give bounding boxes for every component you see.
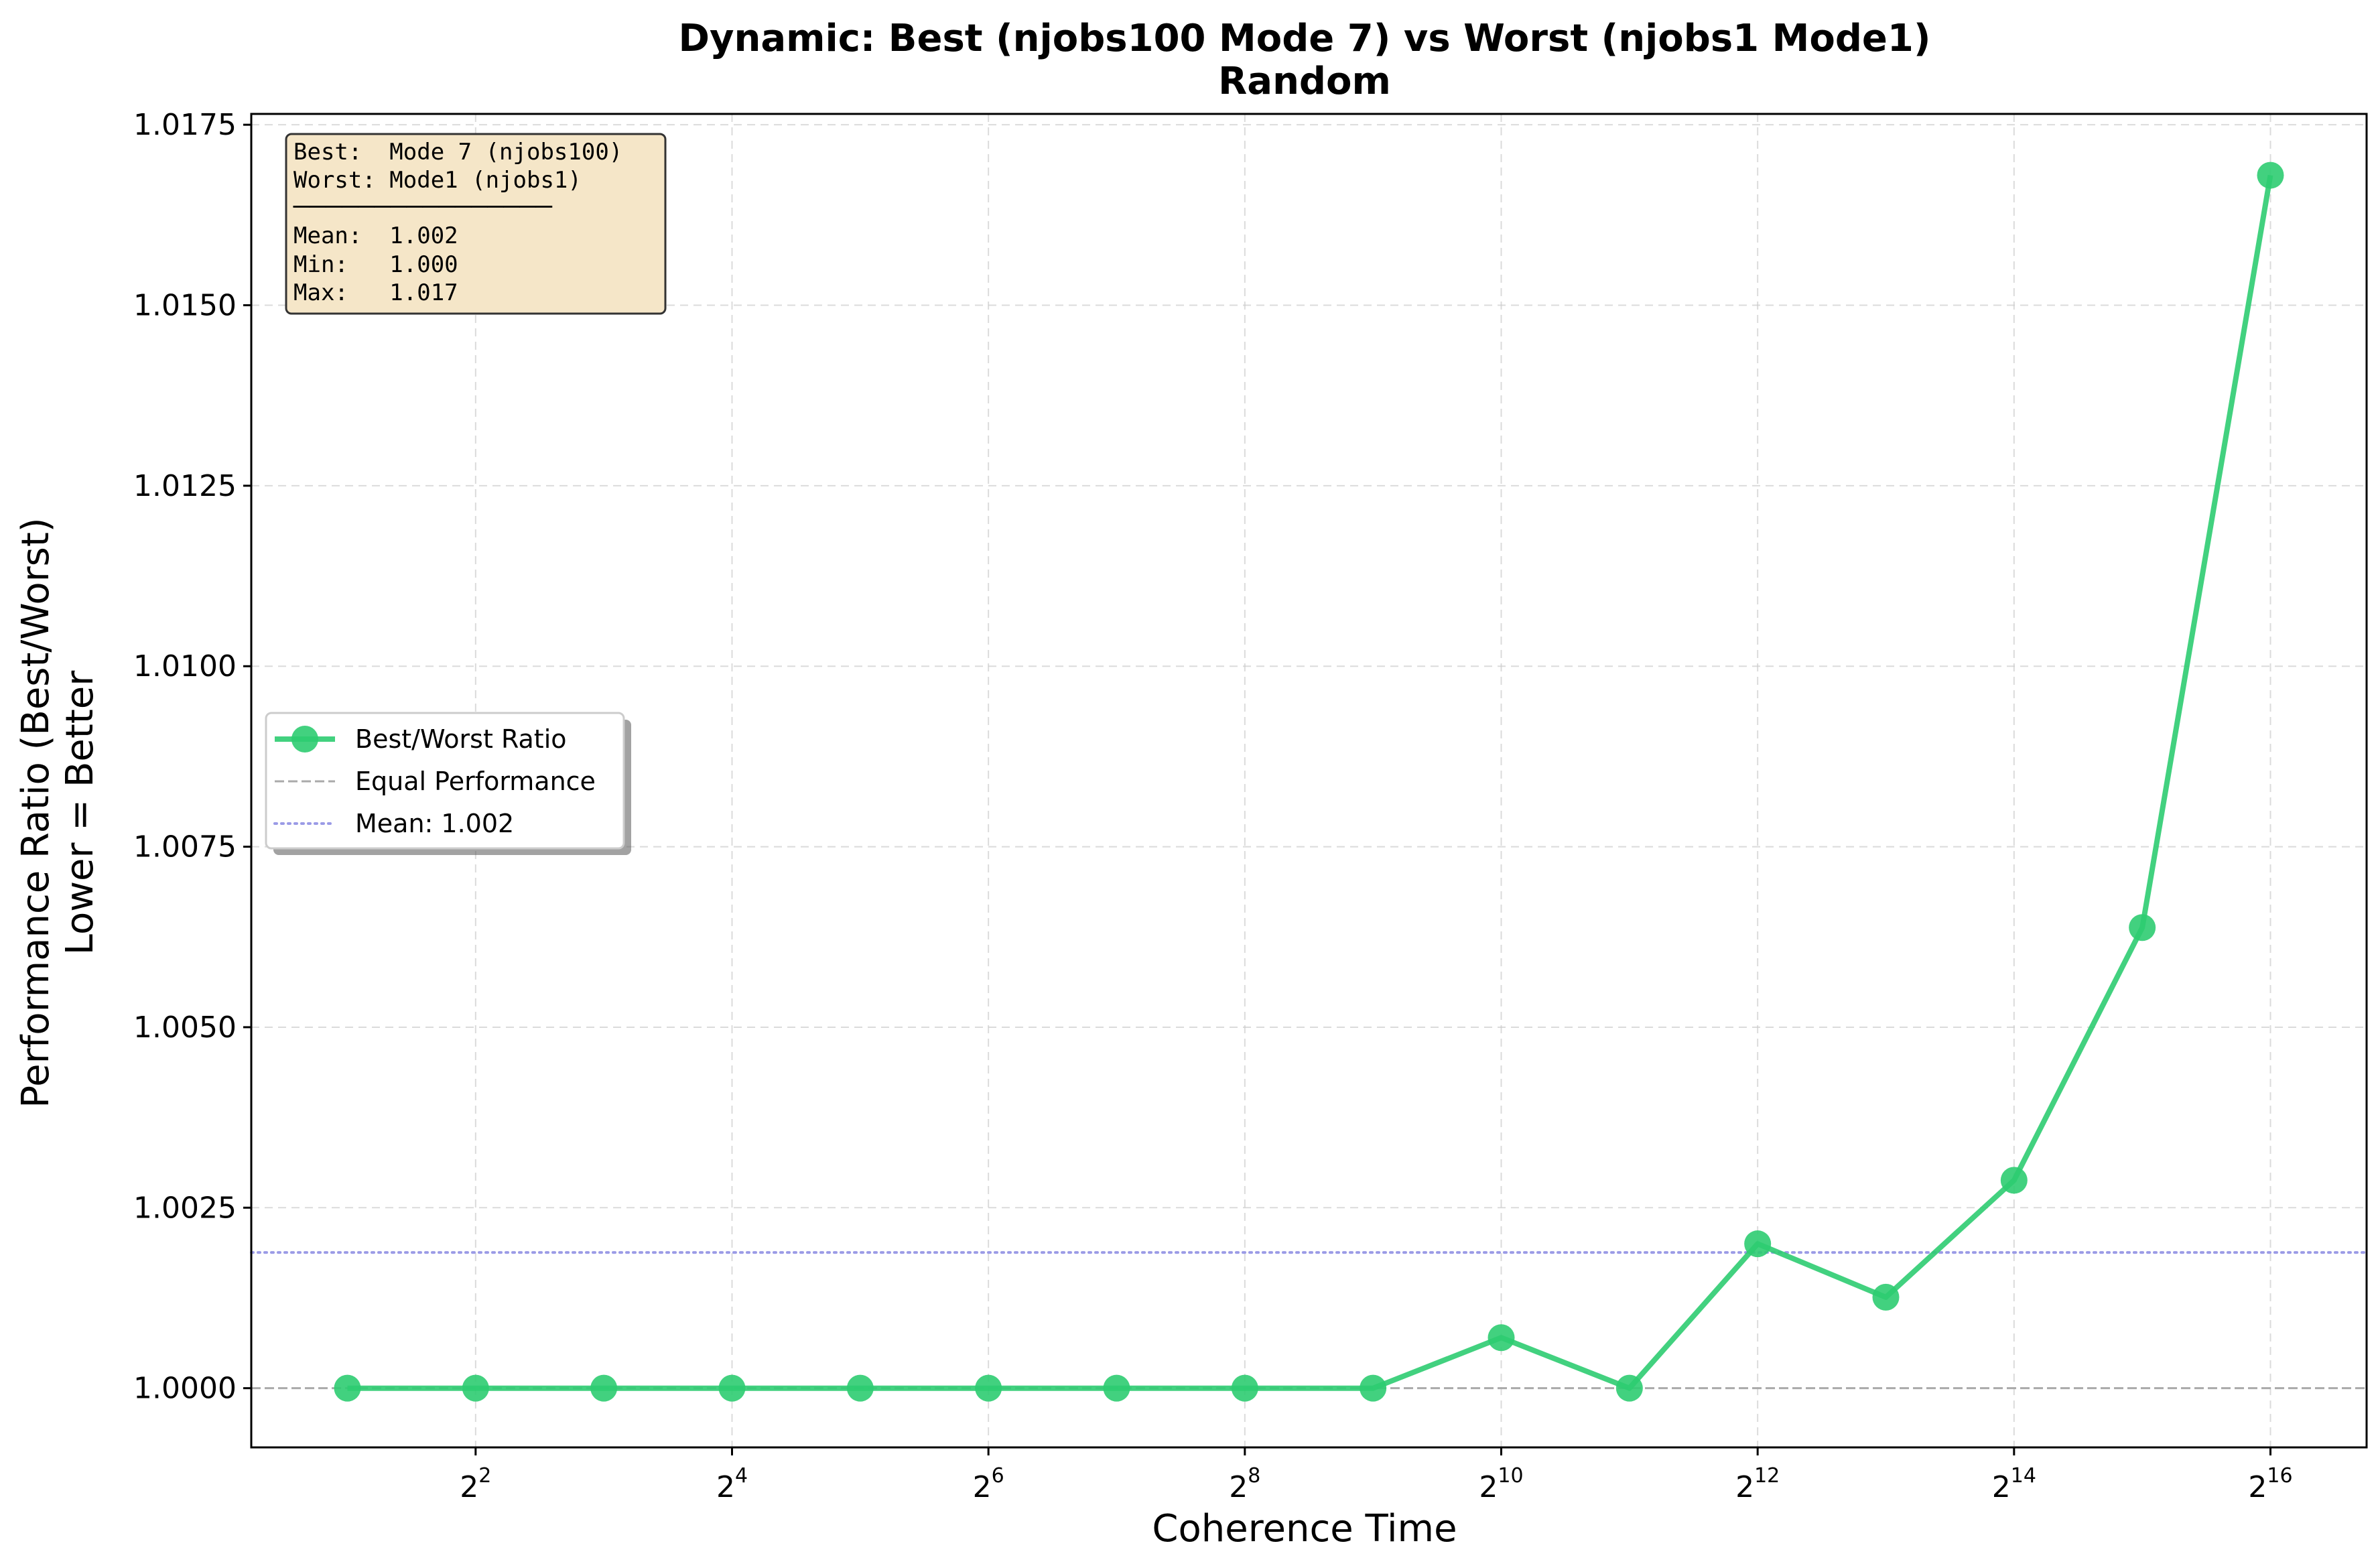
stats-mean-line: Mean: 1.002 [293,222,458,249]
x-tick-label: 22 [460,1464,491,1504]
y-tick-label: 1.0175 [133,108,237,142]
x-tick-label: 26 [973,1464,1004,1504]
data-point [1615,1374,1643,1402]
stats-max-line: Max: 1.017 [293,279,458,306]
stats-worst-line: Worst: Mode1 (njobs1) [293,167,582,194]
legend-marker-best-worst-ratio [291,726,318,753]
y-tick-label: 1.0150 [133,289,237,323]
series-points [334,161,2284,1402]
y-tick-label: 1.0125 [133,469,237,503]
y-tick-label: 1.0075 [133,830,237,864]
data-point [1872,1283,1900,1311]
data-point [2129,914,2156,941]
x-tick-label: 24 [716,1464,748,1504]
data-point [1488,1324,1515,1352]
x-axis-ticks: 22 24 26 28 210 212 214 216 [460,1447,2293,1504]
y-axis-label-subtitle: Lower = Better [58,670,102,956]
legend-label-equal-performance: Equal Performance [355,767,596,796]
data-point [1231,1374,1258,1402]
y-axis-ticks: 1.0000 1.0025 1.0050 1.0075 1.0100 1.0125 1.01… [133,108,251,1406]
x-tick-label: 210 [1479,1464,1523,1504]
stats-min-line: Min: 1.000 [293,251,458,278]
y-tick-label: 1.0050 [133,1010,237,1045]
y-axis-label: Performance Ratio (Best/Worst) [14,517,58,1108]
stats-box: Best: Mode 7 (njobs100) Worst: Mode1 (nj… [285,133,667,315]
stats-best-line: Best: Mode 7 (njobs100) [293,139,622,166]
data-point [846,1374,874,1402]
chart-subtitle: Random [1218,60,1391,103]
y-tick-label: 1.0100 [133,649,237,683]
series-line-best-worst-ratio [347,174,2273,1391]
data-point [975,1374,1002,1402]
data-point [462,1374,489,1402]
chart-title: Dynamic: Best (njobs100 Mode 7) vs Worst… [679,17,1931,60]
plot-area-frame [250,113,2368,1449]
y-tick-label: 1.0000 [133,1372,237,1406]
x-axis-label: Coherence Time [1152,1507,1457,1551]
stats-divider: ──────────────── [293,194,553,220]
x-tick-label: 216 [2248,1464,2292,1504]
x-tick-label: 212 [1735,1464,1780,1504]
data-point [718,1374,746,1402]
data-point [1360,1374,1387,1402]
data-point [2257,161,2284,189]
data-point [1103,1374,1130,1402]
data-point [2000,1167,2028,1194]
data-point [334,1374,361,1402]
y-tick-label: 1.0025 [133,1191,237,1225]
x-tick-label: 214 [1992,1464,2036,1504]
data-point [1744,1230,1772,1258]
x-tick-label: 28 [1229,1464,1260,1504]
legend-label-mean: Mean: 1.002 [355,809,514,838]
legend: Best/Worst Ratio Equal Performance Mean:… [265,712,631,855]
data-point [590,1374,618,1402]
legend-label-best-worst-ratio: Best/Worst Ratio [355,724,567,754]
